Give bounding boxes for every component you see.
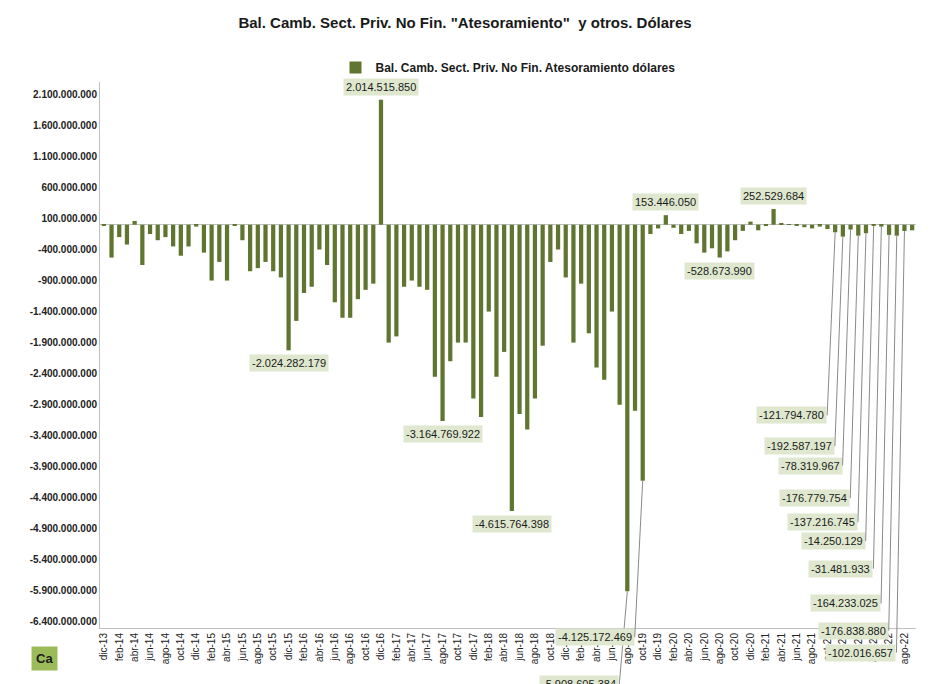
- svg-text:-14.250.129: -14.250.129: [804, 535, 863, 547]
- svg-text:jun-20: jun-20: [699, 633, 710, 662]
- svg-text:-5.400.000.000: -5.400.000.000: [30, 554, 98, 565]
- svg-text:oct-16: oct-16: [360, 633, 371, 661]
- svg-text:-400.000.000: -400.000.000: [38, 244, 97, 255]
- svg-text:-137.216.745: -137.216.745: [790, 516, 855, 528]
- svg-text:feb-15: feb-15: [206, 633, 217, 662]
- svg-text:feb-18: feb-18: [483, 633, 494, 662]
- svg-text:-2.900.000.000: -2.900.000.000: [30, 399, 98, 410]
- svg-text:-2.400.000.000: -2.400.000.000: [30, 368, 98, 379]
- svg-text:153.446.050: 153.446.050: [635, 196, 696, 208]
- svg-text:feb-16: feb-16: [298, 633, 309, 662]
- svg-text:jun-18: jun-18: [514, 633, 525, 662]
- svg-text:abr-15: abr-15: [221, 633, 232, 662]
- svg-text:ago-22: ago-22: [899, 633, 910, 665]
- svg-text:-4.615.764.398: -4.615.764.398: [475, 518, 549, 530]
- svg-text:dic-16: dic-16: [375, 633, 386, 661]
- svg-text:-1.900.000.000: -1.900.000.000: [30, 337, 98, 348]
- svg-text:oct-15: oct-15: [267, 633, 278, 661]
- svg-text:oct-20: oct-20: [729, 633, 740, 661]
- svg-text:feb-22: feb-22: [853, 633, 864, 662]
- svg-text:252.529.684: 252.529.684: [743, 190, 804, 202]
- svg-text:feb-21: feb-21: [760, 633, 771, 662]
- svg-text:ago-21: ago-21: [806, 633, 817, 665]
- svg-text:dic-21: dic-21: [837, 633, 848, 661]
- svg-text:100.000.000: 100.000.000: [41, 213, 97, 224]
- svg-text:-4.400.000.000: -4.400.000.000: [30, 492, 98, 503]
- svg-text:1.600.000.000: 1.600.000.000: [33, 120, 97, 131]
- svg-text:-5.908.605.384: -5.908.605.384: [542, 678, 616, 684]
- svg-text:feb-19: feb-19: [575, 633, 586, 662]
- svg-text:jun-16: jun-16: [329, 633, 340, 662]
- svg-text:jun-17: jun-17: [421, 633, 432, 662]
- svg-text:-31.481.933: -31.481.933: [811, 563, 870, 575]
- svg-text:-121.794.780: -121.794.780: [759, 409, 824, 421]
- svg-text:-2.024.282.179: -2.024.282.179: [252, 357, 326, 369]
- svg-text:-192.587.197: -192.587.197: [767, 440, 832, 452]
- svg-text:-4.900.000.000: -4.900.000.000: [30, 523, 98, 534]
- svg-text:Ca: Ca: [36, 651, 53, 666]
- svg-text:ago-18: ago-18: [529, 633, 540, 665]
- svg-text:oct-14: oct-14: [175, 633, 186, 661]
- svg-text:dic-14: dic-14: [190, 633, 201, 661]
- svg-text:Bal. Camb. Sect. Priv. No Fin.: Bal. Camb. Sect. Priv. No Fin. Atesorami…: [376, 61, 676, 75]
- svg-text:abr-21: abr-21: [776, 633, 787, 662]
- svg-text:-6.400.000.000: -6.400.000.000: [30, 616, 98, 627]
- svg-text:feb-20: feb-20: [668, 633, 679, 662]
- svg-text:2.014.515.850: 2.014.515.850: [346, 81, 416, 93]
- svg-text:jun-21: jun-21: [791, 633, 802, 662]
- svg-text:abr-14: abr-14: [129, 633, 140, 662]
- svg-text:ago-17: ago-17: [437, 633, 448, 665]
- svg-text:-3.400.000.000: -3.400.000.000: [30, 430, 98, 441]
- svg-text:-164.233.025: -164.233.025: [813, 597, 878, 609]
- svg-text:-1.400.000.000: -1.400.000.000: [30, 306, 98, 317]
- svg-text:-5.900.000.000: -5.900.000.000: [30, 585, 98, 596]
- svg-text:abr-22: abr-22: [868, 633, 879, 662]
- svg-text:abr-16: abr-16: [314, 633, 325, 662]
- svg-text:oct-18: oct-18: [545, 633, 556, 661]
- svg-text:dic-18: dic-18: [560, 633, 571, 661]
- svg-text:1.100.000.000: 1.100.000.000: [33, 151, 97, 162]
- svg-text:dic-19: dic-19: [652, 633, 663, 661]
- svg-text:-176.838.880: -176.838.880: [821, 625, 886, 637]
- svg-text:600.000.000: 600.000.000: [41, 182, 97, 193]
- svg-text:oct-21: oct-21: [822, 633, 833, 661]
- svg-text:dic-13: dic-13: [98, 633, 109, 661]
- svg-text:dic-15: dic-15: [283, 633, 294, 661]
- svg-text:-78.319.967: -78.319.967: [781, 460, 840, 472]
- svg-text:abr-18: abr-18: [498, 633, 509, 662]
- svg-text:ago-20: ago-20: [714, 633, 725, 665]
- svg-text:-528.673.990: -528.673.990: [687, 265, 752, 277]
- svg-text:abr-19: abr-19: [591, 633, 602, 662]
- svg-text:jun-22: jun-22: [883, 633, 894, 662]
- svg-text:-900.000.000: -900.000.000: [38, 275, 97, 286]
- svg-text:feb-17: feb-17: [391, 633, 402, 662]
- svg-text:dic-20: dic-20: [745, 633, 756, 661]
- svg-text:-3.900.000.000: -3.900.000.000: [30, 461, 98, 472]
- svg-text:ago-16: ago-16: [344, 633, 355, 665]
- svg-text:dic-17: dic-17: [468, 633, 479, 661]
- svg-text:jun-14: jun-14: [144, 633, 155, 662]
- svg-text:Bal. Camb. Sect. Priv. No Fin.: Bal. Camb. Sect. Priv. No Fin. "Atesoram…: [238, 14, 691, 31]
- svg-text:abr-20: abr-20: [683, 633, 694, 662]
- svg-text:jun-19: jun-19: [606, 633, 617, 662]
- svg-text:abr-17: abr-17: [406, 633, 417, 662]
- svg-text:oct-17: oct-17: [452, 633, 463, 661]
- svg-text:-4.125.172.469: -4.125.172.469: [558, 631, 632, 643]
- svg-text:ago-19: ago-19: [622, 633, 633, 665]
- svg-text:-176.779.754: -176.779.754: [782, 492, 847, 504]
- svg-text:oct-19: oct-19: [637, 633, 648, 661]
- svg-text:feb-14: feb-14: [114, 633, 125, 662]
- svg-text:-3.164.769.922: -3.164.769.922: [406, 428, 480, 440]
- svg-text:2.100.000.000: 2.100.000.000: [33, 89, 97, 100]
- svg-text:ago-14: ago-14: [160, 633, 171, 665]
- svg-text:ago-15: ago-15: [252, 633, 263, 665]
- svg-text:-102.016.657: -102.016.657: [828, 647, 893, 659]
- svg-text:jun-15: jun-15: [237, 633, 248, 662]
